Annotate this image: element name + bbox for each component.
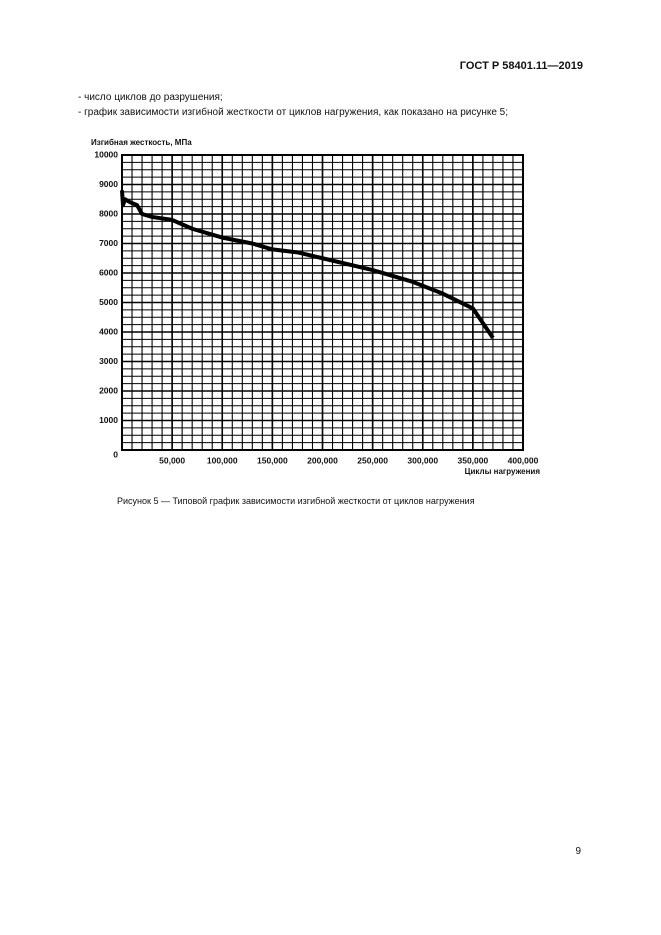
y-tick-label: 5000 [99, 297, 118, 307]
x-tick-label: 200,000 [307, 455, 338, 465]
header: ГОСТ Р 58401.11—2019 [459, 60, 583, 72]
y-tick-label: 1000 [99, 415, 118, 425]
y-tick-label: 4000 [99, 326, 118, 336]
x-tick-label: 300,000 [407, 455, 438, 465]
y-tick-label: 2000 [99, 385, 118, 395]
x-axis-title: Циклы нагружения [465, 467, 541, 476]
x-tick-label: 100,000 [207, 455, 238, 465]
x-tick-label: 250,000 [357, 455, 388, 465]
plot-frame [121, 154, 524, 451]
x-tick-label: 400,000 [508, 455, 539, 465]
y-tick-label: 10000 [94, 149, 118, 159]
chart: Изгибная жесткость, МПа Циклы нагружения… [91, 138, 541, 476]
y-axis-title: Изгибная жесткость, МПа [91, 138, 192, 147]
list-item: - число циклов до разрушения; [78, 92, 223, 103]
x-tick-label: 350,000 [458, 455, 489, 465]
caption: Рисунок 5 — Типовой график зависимости и… [117, 496, 475, 506]
page-number: 9 [575, 846, 581, 857]
x-tick-label: 150,000 [257, 455, 288, 465]
y-tick-label: 3000 [99, 356, 118, 366]
list-item: - график зависимости изгибной жесткости … [78, 107, 509, 118]
y-tick-label: 9000 [99, 179, 118, 189]
y-tick-label: 0 [113, 449, 118, 459]
y-tick-label: 7000 [99, 238, 118, 248]
y-tick-label: 6000 [99, 267, 118, 277]
x-tick-label: 50,000 [159, 455, 185, 465]
data-line [120, 190, 495, 340]
y-tick-label: 8000 [99, 208, 118, 218]
